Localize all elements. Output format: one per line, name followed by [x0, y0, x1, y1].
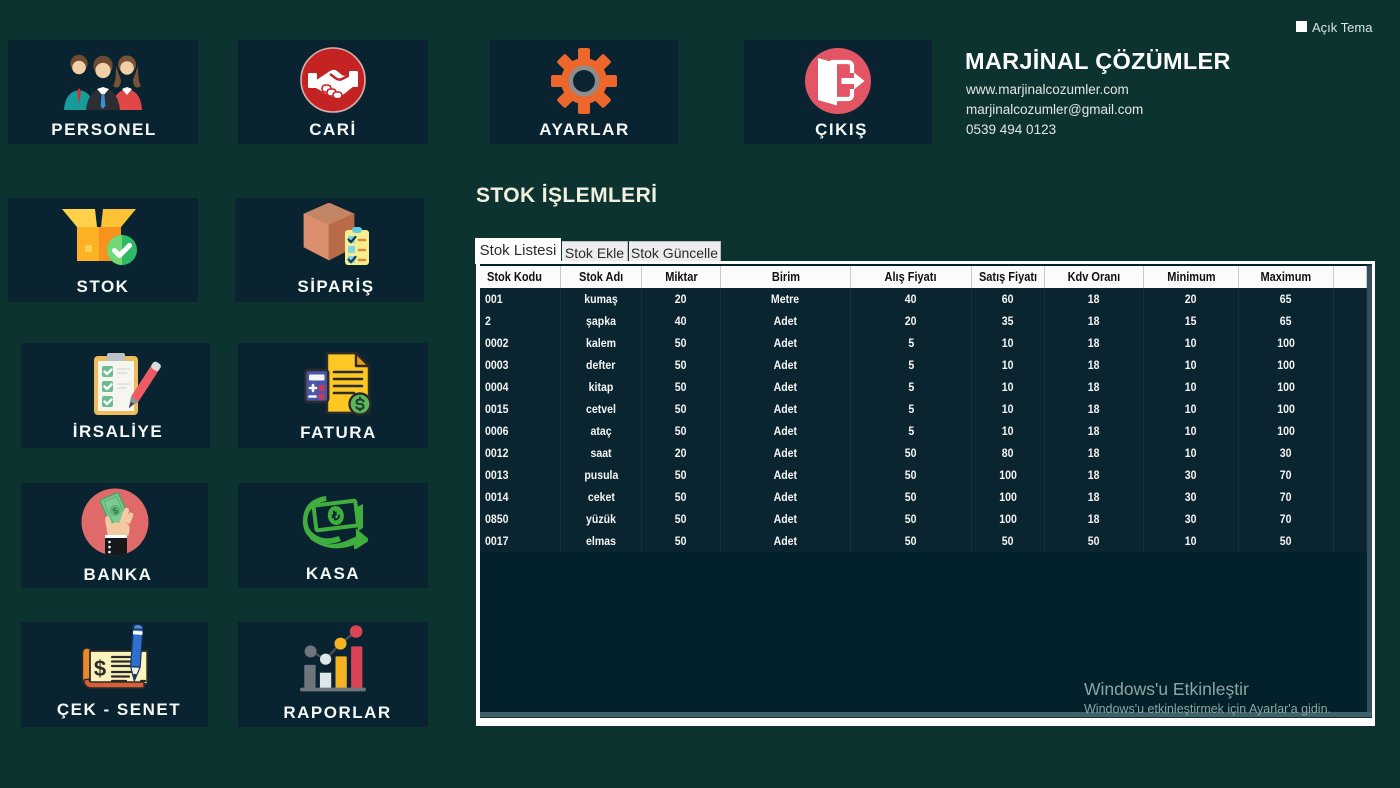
svg-text:$: $ — [93, 656, 105, 681]
svg-text:₺: ₺ — [330, 507, 342, 523]
svg-text:$: $ — [111, 505, 120, 516]
